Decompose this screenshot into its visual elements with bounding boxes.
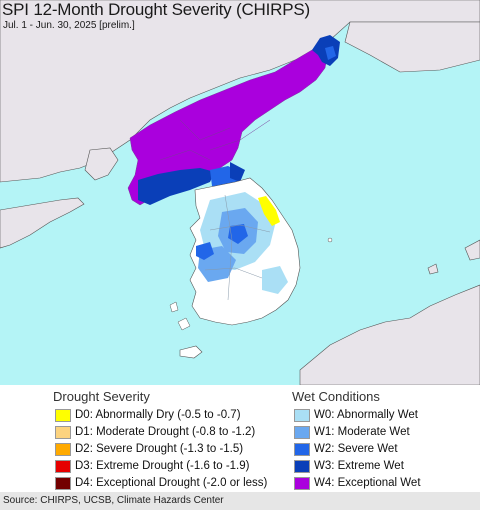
southern-islands	[169, 301, 191, 331]
swatch-d3	[55, 459, 71, 473]
legend-label-d2: D2: Severe Drought (-1.3 to -1.5)	[75, 443, 244, 455]
japan-north	[464, 239, 480, 261]
sk-admin-lines	[204, 194, 271, 301]
china-mainland	[0, 0, 480, 183]
legend-label-w1: W1: Moderate Wet	[314, 426, 410, 438]
russia-coast	[344, 21, 480, 73]
legend-label-d4: D4: Exceptional Drought (-2.0 or less)	[75, 477, 268, 489]
liaodong-peninsula	[84, 147, 119, 181]
swatch-w3	[294, 459, 310, 473]
legend-item-w2: W2: Severe Wet	[294, 441, 398, 457]
legend-label-w2: W2: Severe Wet	[314, 443, 398, 455]
ulleungdo	[327, 237, 333, 243]
source-text: Source: CHIRPS, UCSB, Climate Hazards Ce…	[3, 495, 224, 506]
legend-item-d0: D0: Abnormally Dry (-0.5 to -0.7)	[55, 407, 241, 423]
footer: Source: CHIRPS, UCSB, Climate Hazards Ce…	[0, 492, 480, 510]
legend-item-w0: W0: Abnormally Wet	[294, 407, 418, 423]
legend-item-w1: W1: Moderate Wet	[294, 424, 410, 440]
legend-label-w3: W3: Extreme Wet	[314, 460, 404, 472]
swatch-d2	[55, 442, 71, 456]
legend-item-w4: W4: Exceptional Wet	[294, 475, 421, 491]
swatch-w1	[294, 425, 310, 439]
south-korea-w2-b	[196, 242, 214, 260]
legend-item-d4: D4: Exceptional Drought (-2.0 or less)	[55, 475, 267, 491]
shandong-peninsula	[0, 197, 85, 249]
swatch-w0	[294, 408, 310, 422]
legend-item-d1: D1: Moderate Drought (-0.8 to -1.2)	[55, 424, 255, 440]
legend-item-w3: W3: Extreme Wet	[294, 458, 404, 474]
south-korea-w0-b	[262, 266, 288, 294]
legend-title-drought: Drought Severity	[53, 389, 150, 404]
legend: Drought Severity D0: Abnormally Dry (-0.…	[0, 385, 480, 492]
japan-island	[427, 263, 439, 275]
legend-item-d2: D2: Severe Drought (-1.3 to -1.5)	[55, 441, 243, 457]
legend-title-wet: Wet Conditions	[292, 389, 380, 404]
legend-label-d1: D1: Moderate Drought (-0.8 to -1.2)	[75, 426, 256, 438]
swatch-d1	[55, 425, 71, 439]
jeju-island	[179, 345, 203, 359]
south-korea-w2-a	[228, 224, 248, 244]
legend-label-d3: D3: Extreme Drought (-1.6 to -1.9)	[75, 460, 250, 472]
map-subtitle: Jul. 1 - Jun. 30, 2025 [prelim.]	[3, 20, 135, 31]
swatch-w4	[294, 476, 310, 490]
legend-label-d0: D0: Abnormally Dry (-0.5 to -0.7)	[75, 409, 241, 421]
nk-admin-lines	[159, 119, 271, 161]
north-korea-w3-band	[230, 162, 245, 182]
swatch-w2	[294, 442, 310, 456]
north-korea-ne-w2	[325, 46, 336, 60]
south-korea-d0	[258, 196, 280, 226]
legend-item-d3: D3: Extreme Drought (-1.6 to -1.9)	[55, 458, 249, 474]
swatch-d0	[55, 408, 71, 422]
legend-label-w0: W0: Abnormally Wet	[314, 409, 418, 421]
north-korea-w4	[127, 44, 329, 206]
north-korea-sw-w3	[138, 168, 215, 205]
swatch-d4	[55, 476, 71, 490]
drought-map	[0, 0, 480, 385]
legend-label-w4: W4: Exceptional Wet	[314, 477, 421, 489]
map-title: SPI 12-Month Drought Severity (CHIRPS)	[2, 0, 310, 19]
japan-honshu	[299, 284, 480, 385]
